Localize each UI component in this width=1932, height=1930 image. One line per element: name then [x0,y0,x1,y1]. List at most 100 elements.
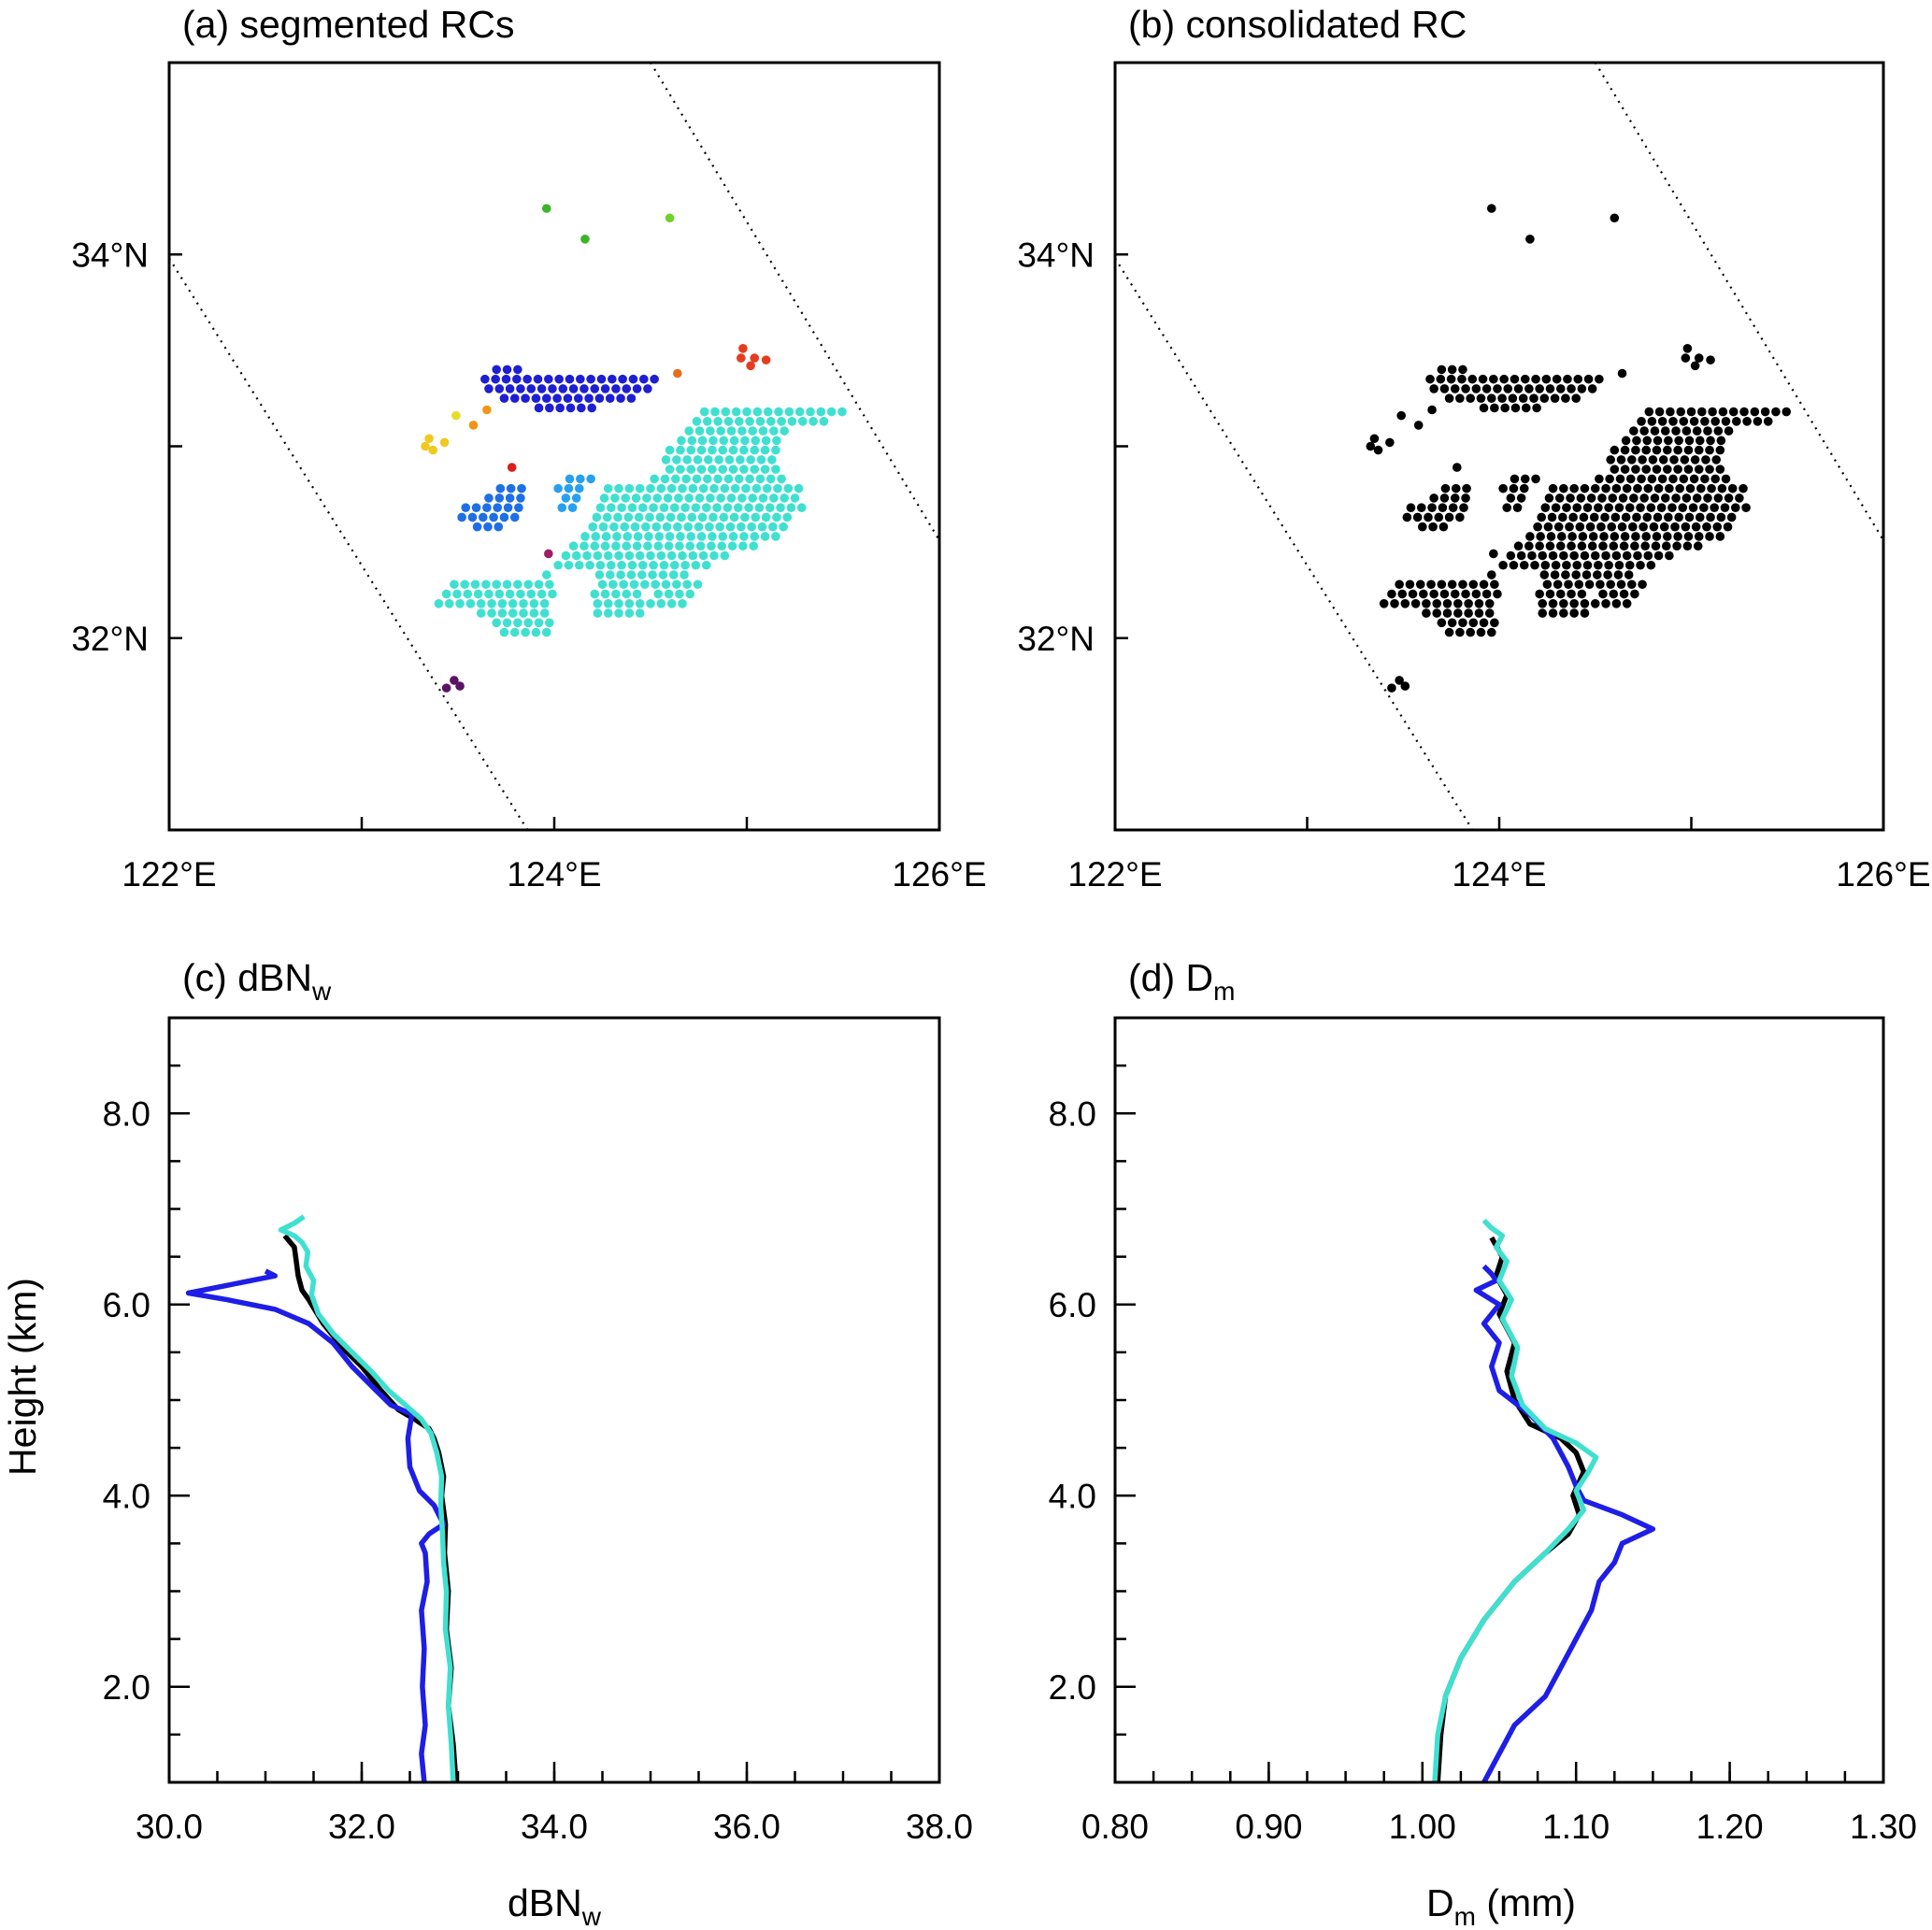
rain-pixel-point [1541,374,1552,384]
rain-pixel-point [687,436,697,446]
rain-pixel-point [1739,407,1749,417]
y-tick-label: 8.0 [1049,1094,1096,1133]
panel-c-title-sub: w [311,977,332,1006]
rain-pixel-point [734,417,744,426]
rain-pixel-point [642,493,651,503]
rain-pixel-point [766,417,776,426]
plot-frame [1113,1016,1885,1784]
panel-c-xlabel: dBNw [508,1881,602,1930]
rain-pixel-point [757,522,767,532]
rain-pixel-point [626,393,637,403]
panel-c-xlabel-main: dBN [508,1881,582,1924]
rain-pixel-point [1731,417,1741,426]
rain-pixel-point [1683,532,1694,541]
rain-pixel-point [676,465,685,474]
rain-pixel-point [1400,599,1410,608]
rain-pixel-point [688,550,698,561]
rain-pixel-point [771,445,780,455]
rain-pixel-point [730,483,740,493]
rain-pixel-point [609,522,619,532]
rain-pixel-point [506,483,516,493]
rain-pixel-point [664,541,674,551]
rain-pixel-point [541,570,551,579]
rain-pixel-point [675,541,684,551]
rain-pixel-point [686,532,696,541]
rain-pixel-point [516,384,525,393]
rain-pixel-point [1580,608,1590,618]
rain-pixel-point [726,493,737,503]
rain-pixel-point [1707,483,1716,493]
rain-pixel-point [1596,579,1605,590]
rain-pixel-point [1580,483,1590,493]
rain-pixel-point [1590,483,1600,493]
rain-pixel-point [702,474,712,484]
rain-pixel-point [516,493,525,503]
rain-pixel-point [1489,549,1498,559]
rain-pixel-point [1516,550,1526,561]
rain-pixel-point [796,503,807,512]
rain-pixel-point [580,541,589,551]
rain-pixel-point [1585,522,1596,532]
rain-pixel-point [548,589,557,599]
rain-pixel-point [491,374,500,384]
rain-pixel-point [1636,503,1645,512]
rain-pixel-point [519,599,528,608]
rain-pixel-point [644,532,653,541]
rain-pixel-point [1419,589,1428,599]
rain-pixel-point [1569,608,1579,618]
rain-pixel-point [603,599,613,608]
rain-pixel-point [1699,503,1709,512]
rain-pixel-point [1622,483,1632,493]
rain-pixel-point [565,403,576,413]
y-tick-label: 6.0 [103,1286,150,1324]
rain-pixel-point [697,436,708,446]
rain-pixel-point [1650,426,1660,436]
rain-pixel-point [441,589,451,599]
rain-pixel-point [568,541,579,551]
rain-pixel-point [529,599,539,608]
rain-pixel-point [740,512,750,522]
rain-pixel-point [1574,579,1584,590]
rain-pixel-point [596,374,607,384]
rain-pixel-point [624,599,635,608]
rain-pixel-point [1621,512,1631,522]
rain-pixel-point [706,493,715,503]
rain-pixel-point [1608,493,1618,503]
rain-pixel-point [1572,503,1582,512]
rain-pixel-point [1712,522,1723,532]
rain-pixel-point [1599,532,1609,541]
rain-pixel-point [505,493,515,503]
rain-pixel-point [1577,589,1587,599]
rain-pixel-point [622,541,632,551]
rain-pixel-point [505,384,515,393]
rain-pixel-point [676,445,685,455]
rain-pixel-point [735,455,745,465]
rain-pixel-point [537,384,547,393]
rain-pixel-point [630,522,640,532]
rain-pixel-point [582,550,592,561]
profile-line-1 [1435,1236,1587,1782]
rain-pixel-point [692,417,702,426]
rain-pixel-point [1647,474,1657,484]
rain-pixel-point [1442,599,1453,608]
rain-pixel-point [1464,599,1473,608]
rain-pixel-point [1633,483,1642,493]
rain-pixel-point [541,204,551,213]
map-frame [1113,61,1885,832]
rain-pixel-point [599,493,609,503]
rain-pixel-point [723,417,734,426]
rain-pixel-point [541,393,551,403]
rain-pixel-point [701,560,711,570]
rain-pixel-point [682,455,692,465]
rain-pixel-point [1647,417,1657,426]
rain-pixel-point [1539,570,1550,579]
rain-pixel-point [1562,503,1571,512]
rain-pixel-point [684,426,694,436]
rain-pixel-point [586,374,595,384]
rain-pixel-point [451,410,461,421]
rain-pixel-point [1651,541,1661,551]
rain-pixel-point [727,541,737,551]
rain-pixel-point [1683,465,1694,474]
rain-pixel-point [675,589,684,599]
rain-pixel-point [508,599,518,608]
